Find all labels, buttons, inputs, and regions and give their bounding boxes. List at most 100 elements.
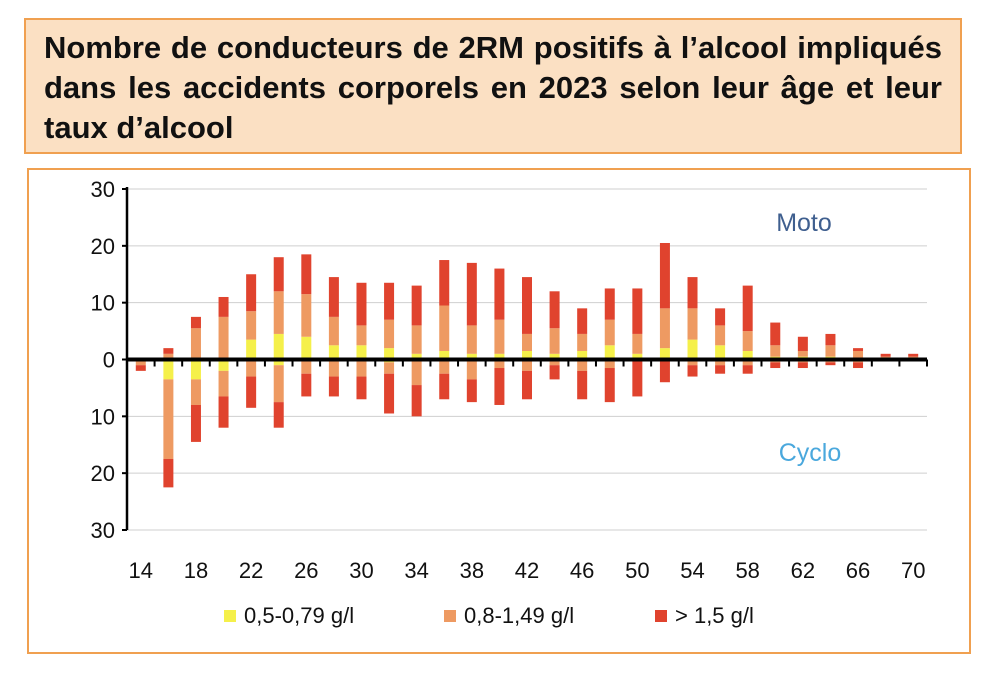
legend-swatch-low	[224, 610, 236, 622]
x-tick-label: 62	[791, 558, 815, 583]
bar-cyclo-mid	[466, 359, 477, 380]
bar-cyclo-high	[742, 365, 753, 374]
bar-moto-high	[880, 353, 891, 357]
bar-moto-mid	[190, 328, 201, 360]
bar-cyclo-mid	[328, 359, 339, 377]
bar-moto-high	[604, 288, 615, 320]
bar-moto-high	[301, 254, 312, 295]
bar-moto-high	[908, 353, 919, 357]
bar-moto-low	[466, 353, 477, 360]
legend-label-low: 0,5-0,79 g/l	[244, 603, 354, 628]
bar-moto-high	[439, 260, 450, 306]
bar-moto-low	[522, 350, 532, 360]
bar-moto-high	[715, 308, 726, 326]
bar-cyclo-high	[825, 362, 836, 366]
x-tick-label: 22	[239, 558, 263, 583]
bar-moto-low	[494, 353, 505, 360]
x-tick-label: 38	[460, 558, 484, 583]
bar-moto-mid	[439, 305, 450, 351]
x-tick-label: 26	[294, 558, 318, 583]
bar-cyclo-mid	[715, 359, 726, 366]
y-tick-label: 30	[91, 518, 115, 543]
bar-moto-mid	[494, 319, 505, 354]
bar-moto-mid	[853, 350, 864, 360]
bar-moto-high	[687, 277, 698, 309]
bar-moto-mid	[466, 325, 477, 354]
bar-cyclo-mid	[135, 359, 146, 366]
bar-cyclo-high	[604, 368, 615, 403]
bar-moto-mid	[163, 353, 174, 360]
bar-moto-high	[328, 277, 339, 317]
bar-moto-mid	[687, 308, 698, 340]
bar-moto-high	[411, 285, 422, 326]
bar-cyclo-mid	[246, 359, 257, 377]
bar-moto-low	[632, 353, 643, 360]
title-box: Nombre de conducteurs de 2RM positifs à …	[24, 18, 962, 154]
bar-moto-low	[328, 345, 339, 360]
bar-moto-high	[190, 316, 201, 329]
y-tick-label: 20	[91, 461, 115, 486]
bar-cyclo-high	[163, 458, 174, 488]
bar-cyclo-high	[522, 370, 532, 400]
bar-moto-high	[797, 336, 808, 351]
bar-cyclo-high	[384, 373, 395, 414]
bar-cyclo-mid	[190, 379, 201, 405]
bar-cyclo-high	[715, 365, 726, 374]
bar-cyclo-low	[218, 359, 229, 371]
bar-cyclo-mid	[356, 359, 367, 377]
bar-moto-low	[411, 353, 422, 360]
bar-cyclo-mid	[163, 379, 174, 459]
bar-moto-low	[301, 336, 312, 360]
annotation-cyclo: Cyclo	[779, 439, 842, 467]
bar-cyclo-high	[632, 359, 643, 397]
legend-swatch-high	[655, 610, 667, 622]
bar-cyclo-mid	[604, 359, 615, 369]
bar-cyclo-high	[797, 362, 808, 369]
bar-moto-low	[273, 333, 284, 360]
bar-moto-mid	[632, 333, 643, 354]
bar-moto-low	[384, 348, 395, 360]
bar-moto-mid	[356, 325, 367, 346]
bar-cyclo-high	[687, 365, 698, 377]
y-tick-label: 30	[91, 177, 115, 202]
y-axis-tick-labels: 30 20 10 0 10 20 30	[91, 177, 127, 543]
x-tick-label: 42	[515, 558, 539, 583]
bar-cyclo-low	[190, 359, 201, 380]
x-tick-label: 70	[901, 558, 925, 583]
bar-moto-high	[163, 348, 174, 354]
bar-cyclo-high	[659, 359, 670, 383]
bar-cyclo-high	[190, 404, 201, 442]
bar-moto-low	[549, 353, 560, 360]
bar-cyclo-mid	[411, 359, 422, 386]
bar-moto-mid	[604, 319, 615, 346]
bar-moto-low	[577, 350, 588, 360]
bar-moto-low	[659, 348, 670, 360]
bar-cyclo-mid	[218, 370, 229, 397]
bar-cyclo-low	[163, 359, 174, 380]
bar-moto-mid	[659, 308, 670, 349]
annotation-moto: Moto	[776, 209, 832, 237]
bar-moto-high	[549, 291, 560, 329]
bar-cyclo-high	[549, 365, 560, 380]
x-tick-label: 18	[184, 558, 208, 583]
y-tick-label: 20	[91, 234, 115, 259]
bar-cyclo-high	[246, 376, 257, 408]
bar-cyclo-high	[135, 365, 146, 371]
bar-cyclo-high	[218, 396, 229, 428]
bar-cyclo-high	[439, 373, 450, 400]
bar-moto-mid	[301, 294, 312, 337]
bar-moto-high	[853, 348, 864, 351]
bar-moto-mid	[770, 345, 781, 357]
bar-moto-mid	[825, 345, 836, 357]
bar-cyclo-mid	[577, 359, 588, 371]
bar-moto-high	[770, 322, 781, 346]
bar-cyclo-high	[328, 376, 339, 397]
bar-cyclo-low	[273, 359, 284, 366]
x-tick-label: 58	[735, 558, 759, 583]
bar-moto-high	[384, 282, 395, 320]
bar-moto-low	[687, 339, 698, 360]
bar-cyclo-mid	[687, 359, 698, 366]
x-tick-label: 34	[404, 558, 428, 583]
chart-svg: 30 20 10 0 10 20 30 14 18 22 26 30 34 38 42 46 50 54 58 62 6…	[91, 177, 928, 628]
bar-cyclo-mid	[301, 359, 312, 374]
